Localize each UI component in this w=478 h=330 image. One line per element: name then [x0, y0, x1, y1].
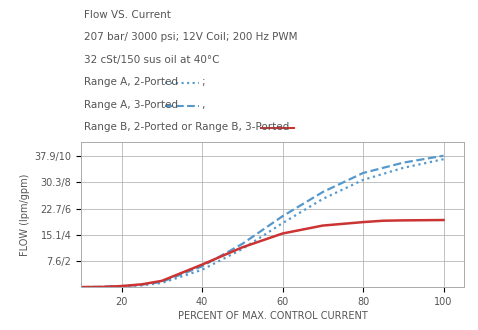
X-axis label: PERCENT OF MAX. CONTROL CURRENT: PERCENT OF MAX. CONTROL CURRENT [178, 311, 367, 321]
Text: Range B, 2-Ported or Range B, 3-Ported: Range B, 2-Ported or Range B, 3-Ported [84, 122, 292, 132]
Text: ,: , [201, 100, 205, 110]
Y-axis label: FLOW (lpm/gpm): FLOW (lpm/gpm) [21, 173, 31, 256]
Text: 207 bar/ 3000 psi; 12V Coil; 200 Hz PWM: 207 bar/ 3000 psi; 12V Coil; 200 Hz PWM [84, 32, 297, 42]
Text: Flow VS. Current: Flow VS. Current [84, 10, 171, 20]
Text: ;: ; [201, 77, 205, 87]
Text: Range A, 2-Ported: Range A, 2-Ported [84, 77, 181, 87]
Text: Range A, 3-Ported: Range A, 3-Ported [84, 100, 181, 110]
Text: 32 cSt/150 sus oil at 40°C: 32 cSt/150 sus oil at 40°C [84, 55, 219, 65]
